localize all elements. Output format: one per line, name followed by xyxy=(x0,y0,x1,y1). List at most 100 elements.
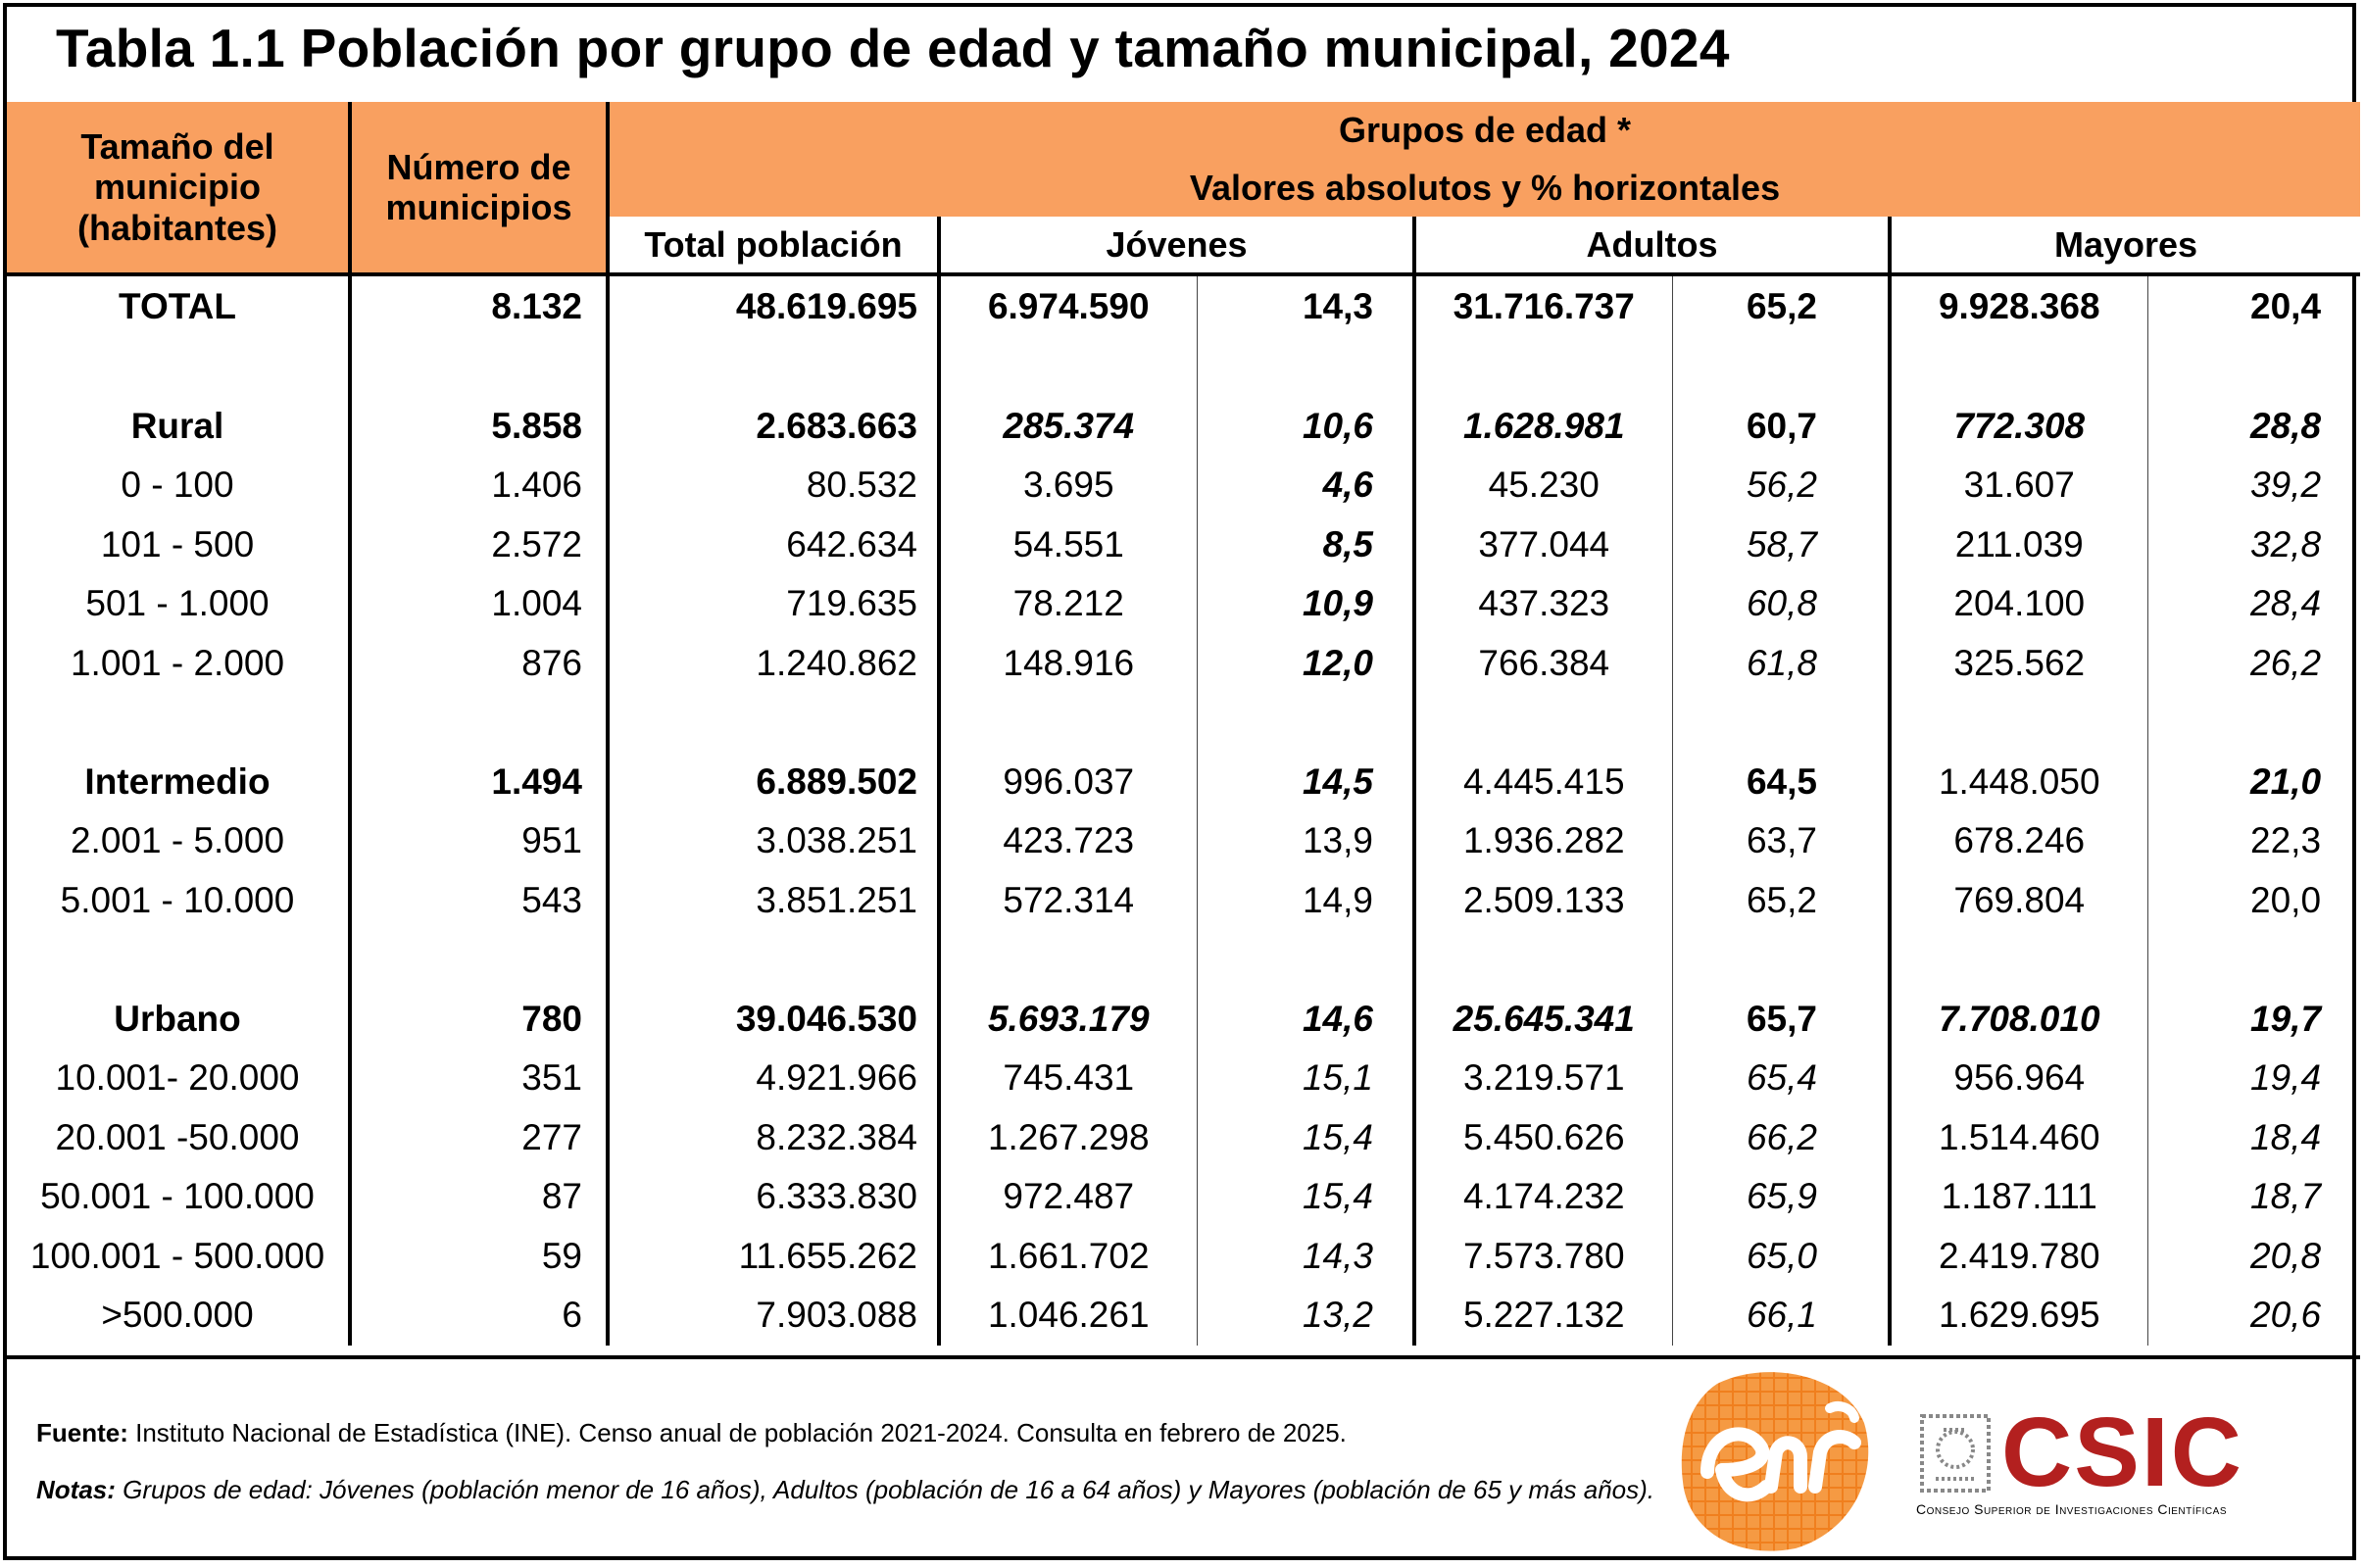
adultos-pct xyxy=(1671,693,1890,753)
mayores-pct xyxy=(2146,693,2361,753)
table-row: Intermedio 1.494 6.889.502 996.037 14,5 4.445… xyxy=(7,752,2361,811)
table-header: Tamaño del municipio (habitantes) Número… xyxy=(7,102,2361,274)
mayores-pct: 18,7 xyxy=(2146,1167,2361,1227)
jovenes-pct xyxy=(1196,693,1414,753)
num-municipios xyxy=(348,930,608,990)
mayores-abs: 9.928.368 xyxy=(1888,274,2147,337)
adultos-abs xyxy=(1412,337,1672,397)
header-grupos-edad: Grupos de edad * xyxy=(605,102,2361,159)
total-poblacion: 642.634 xyxy=(606,514,939,574)
row-label: 2.001 - 5.000 xyxy=(70,820,285,861)
row-label: 50.001 - 100.000 xyxy=(40,1176,315,1217)
jovenes-pct: 4,6 xyxy=(1196,456,1414,515)
jovenes-abs: 745.431 xyxy=(937,1049,1197,1108)
adultos-pct: 56,2 xyxy=(1671,456,1890,515)
jovenes-abs: 285.374 xyxy=(937,396,1197,456)
mayores-abs: 1.514.460 xyxy=(1888,1107,2147,1167)
csic-emblem-icon xyxy=(1920,1414,1991,1493)
jovenes-pct: 10,6 xyxy=(1196,396,1414,456)
mayores-abs: 325.562 xyxy=(1888,633,2147,693)
jovenes-abs: 1.267.298 xyxy=(937,1107,1197,1167)
jovenes-abs: 6.974.590 xyxy=(937,274,1197,337)
table-frame: Tabla 1.1 Población por grupo de edad y … xyxy=(3,3,2361,1560)
total-poblacion: 3.851.251 xyxy=(606,870,939,930)
table-row: 10.001- 20.000 351 4.921.966 745.431 15,1 3.2… xyxy=(7,1049,2361,1108)
adultos-pct: 61,8 xyxy=(1671,633,1890,693)
table-row: Urbano 780 39.046.530 5.693.179 14,6 25.645.3… xyxy=(7,989,2361,1049)
adultos-abs: 437.323 xyxy=(1412,574,1672,634)
mayores-abs: 956.964 xyxy=(1888,1049,2147,1108)
jovenes-abs: 148.916 xyxy=(937,633,1197,693)
row-label: 10.001- 20.000 xyxy=(55,1057,300,1099)
row-label: 1.001 - 2.000 xyxy=(70,642,285,683)
mayores-abs: 211.039 xyxy=(1888,514,2147,574)
adultos-abs: 4.174.232 xyxy=(1412,1167,1672,1227)
jovenes-abs: 1.661.702 xyxy=(937,1226,1197,1286)
num-municipios: 1.004 xyxy=(348,574,608,634)
total-poblacion: 11.655.262 xyxy=(606,1226,939,1286)
total-poblacion: 6.889.502 xyxy=(606,752,939,811)
table-row: 0 - 100 1.406 80.532 3.695 4,6 45.230 56,2 31.6… xyxy=(7,456,2361,515)
adultos-abs: 5.450.626 xyxy=(1412,1107,1672,1167)
mayores-abs: 204.100 xyxy=(1888,574,2147,634)
jovenes-abs: 423.723 xyxy=(937,811,1197,871)
table-row: Rural 5.858 2.683.663 285.374 10,6 1.628.981 6… xyxy=(7,396,2361,456)
mayores-abs xyxy=(1888,337,2147,397)
mayores-abs: 31.607 xyxy=(1888,456,2147,515)
row-label: TOTAL xyxy=(119,286,236,326)
header-mayores: Mayores xyxy=(1887,217,2361,274)
jovenes-abs: 54.551 xyxy=(937,514,1197,574)
mayores-pct: 39,2 xyxy=(2146,456,2361,515)
jovenes-abs: 572.314 xyxy=(937,870,1197,930)
row-label xyxy=(7,693,350,753)
mayores-abs: 772.308 xyxy=(1888,396,2147,456)
adultos-abs: 45.230 xyxy=(1412,456,1672,515)
num-municipios: 6 xyxy=(348,1286,608,1346)
adultos-pct: 58,7 xyxy=(1671,514,1890,574)
total-poblacion xyxy=(606,337,939,397)
jovenes-pct: 15,4 xyxy=(1196,1107,1414,1167)
adultos-pct: 65,9 xyxy=(1671,1167,1890,1227)
adultos-abs: 3.219.571 xyxy=(1412,1049,1672,1108)
jovenes-abs: 1.046.261 xyxy=(937,1286,1197,1346)
adultos-pct: 66,1 xyxy=(1671,1286,1890,1346)
row-label: 501 - 1.000 xyxy=(85,583,270,624)
mayores-abs xyxy=(1888,693,2147,753)
num-municipios xyxy=(348,693,608,753)
spacer-row xyxy=(7,930,2361,990)
num-municipios: 87 xyxy=(348,1167,608,1227)
num-municipios: 277 xyxy=(348,1107,608,1167)
total-poblacion: 719.635 xyxy=(606,574,939,634)
total-poblacion: 39.046.530 xyxy=(606,989,939,1049)
jovenes-pct xyxy=(1196,930,1414,990)
mayores-pct: 19,7 xyxy=(2146,989,2361,1049)
header-size: Tamaño del municipio (habitantes) xyxy=(7,102,350,274)
adultos-pct: 64,5 xyxy=(1671,752,1890,811)
jovenes-pct: 13,2 xyxy=(1196,1286,1414,1346)
table-row: 501 - 1.000 1.004 719.635 78.212 10,9 437.323… xyxy=(7,574,2361,634)
adultos-abs: 7.573.780 xyxy=(1412,1226,1672,1286)
adultos-pct: 60,8 xyxy=(1671,574,1890,634)
csic-logo-subtitle: Consejo Superior de Investigaciones Cien… xyxy=(1916,1501,2227,1517)
row-label: Urbano xyxy=(114,998,241,1039)
row-label xyxy=(7,930,350,990)
mayores-abs: 769.804 xyxy=(1888,870,2147,930)
mayores-pct: 26,2 xyxy=(2146,633,2361,693)
row-label xyxy=(7,337,350,397)
mayores-pct: 22,3 xyxy=(2146,811,2361,871)
jovenes-abs: 5.693.179 xyxy=(937,989,1197,1049)
jovenes-pct: 14,6 xyxy=(1196,989,1414,1049)
jovenes-pct: 14,5 xyxy=(1196,752,1414,811)
adultos-pct xyxy=(1671,337,1890,397)
header-size-line-2: municipio xyxy=(94,167,261,208)
num-municipios: 543 xyxy=(348,870,608,930)
num-municipios xyxy=(348,337,608,397)
total-poblacion: 7.903.088 xyxy=(606,1286,939,1346)
row-label: Intermedio xyxy=(84,760,271,802)
mayores-pct: 20,8 xyxy=(2146,1226,2361,1286)
jovenes-pct xyxy=(1196,337,1414,397)
footer-notas: Notas: Grupos de edad: Jóvenes (població… xyxy=(36,1475,1654,1505)
fuente-text: Instituto Nacional de Estadística (INE).… xyxy=(127,1418,1347,1447)
adultos-abs: 766.384 xyxy=(1412,633,1672,693)
table-row: 100.001 - 500.000 59 11.655.262 1.661.702 14… xyxy=(7,1226,2361,1286)
